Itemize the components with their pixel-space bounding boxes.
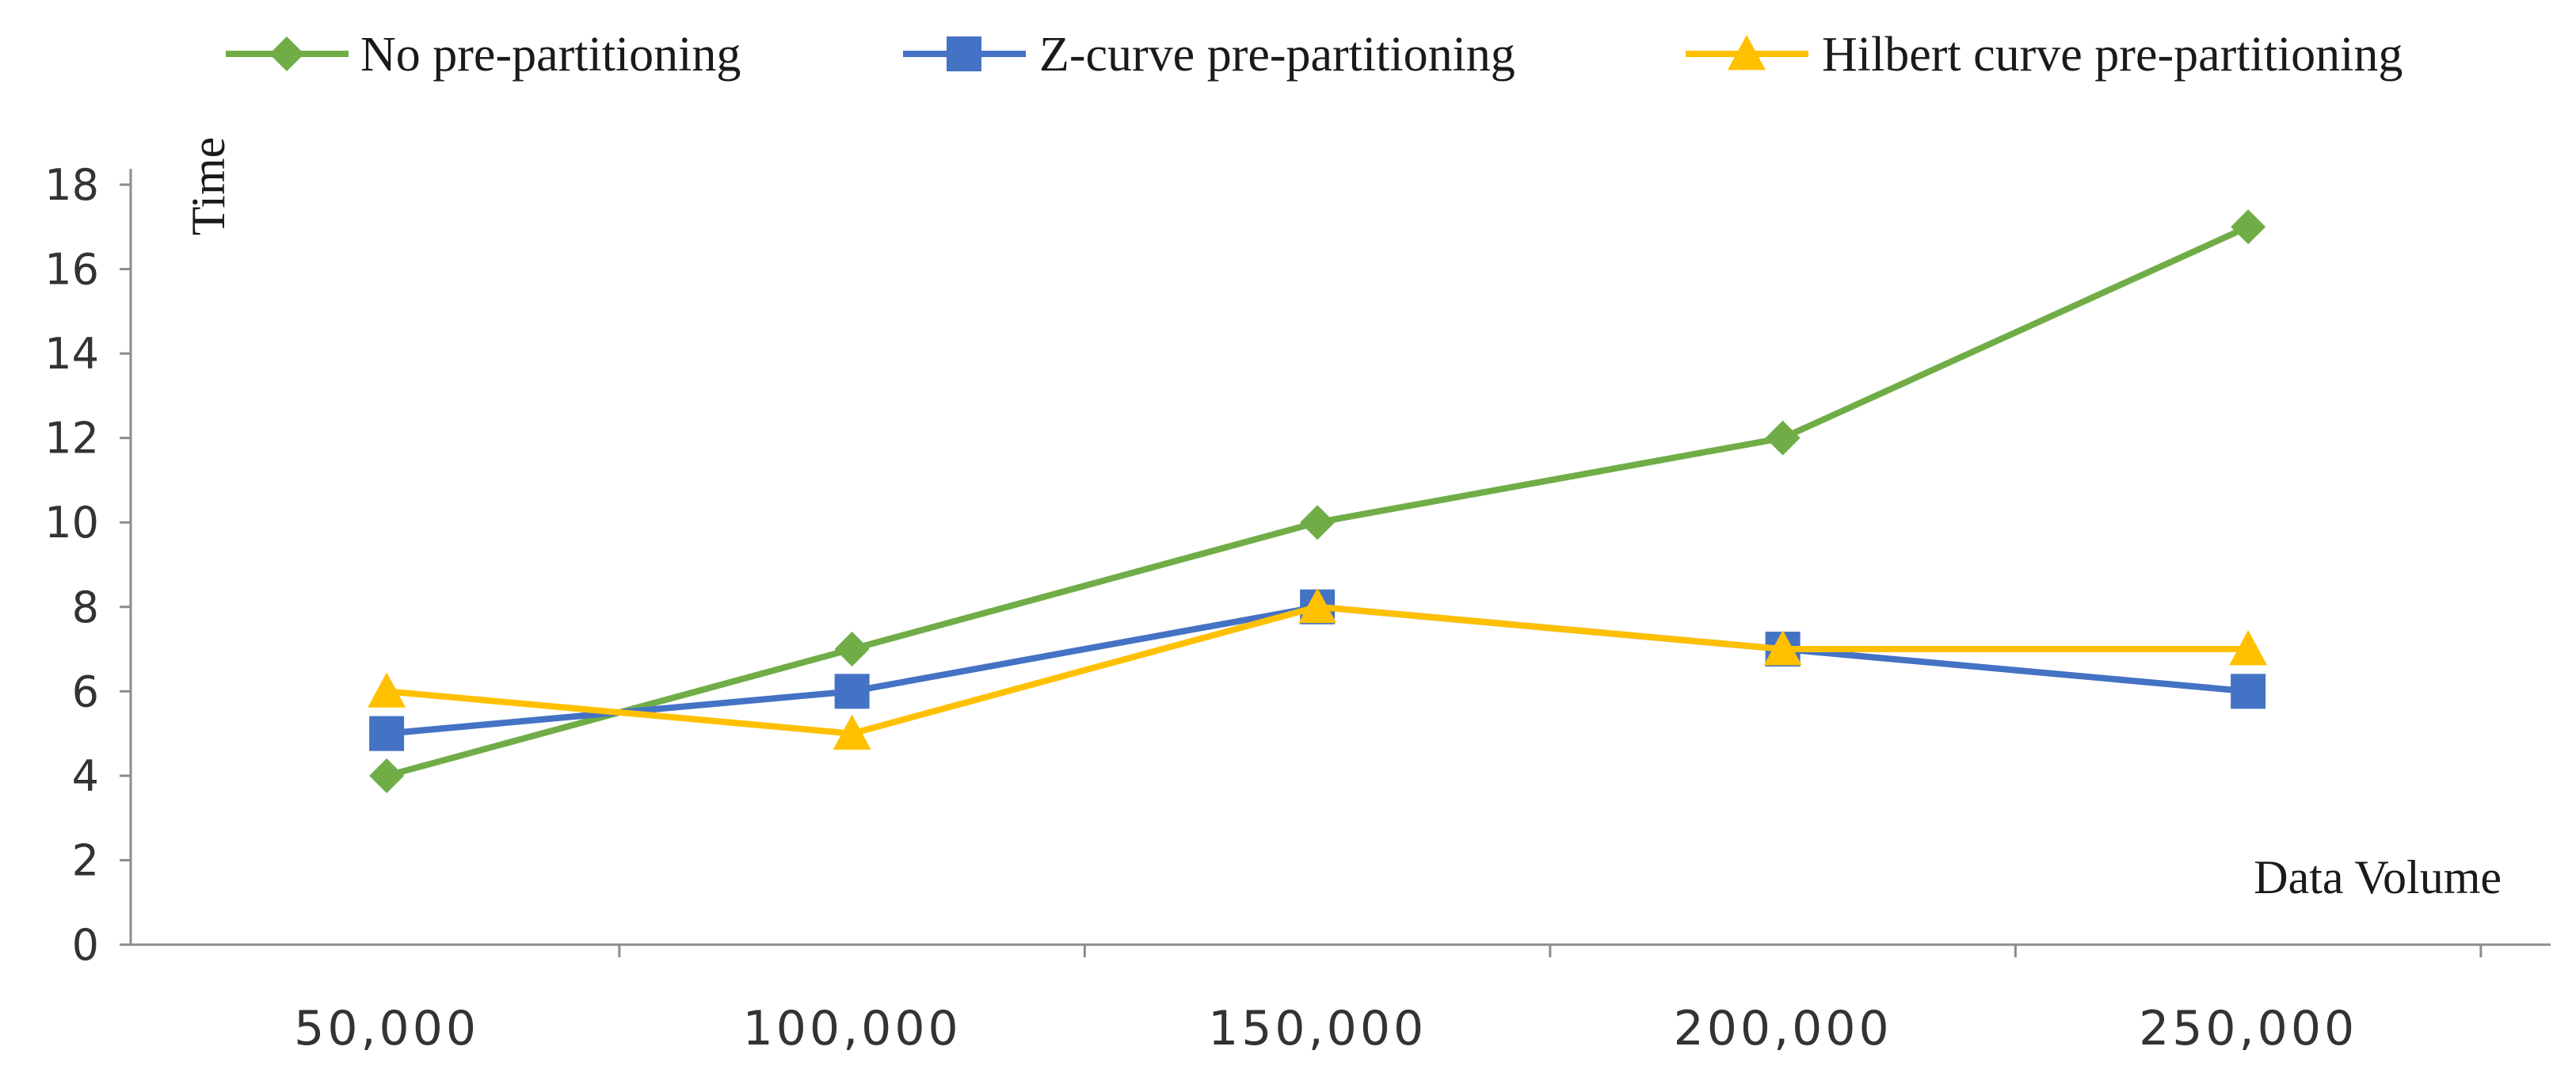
series-0	[369, 209, 2266, 793]
legend-item: No pre-partitioning	[226, 28, 741, 82]
y-tick-label: 8	[72, 582, 99, 632]
y-tick-label: 10	[44, 498, 99, 548]
y-tick-label: 6	[72, 666, 99, 716]
y-tick-label: 14	[44, 329, 99, 379]
data-point	[834, 674, 870, 709]
data-point	[1765, 420, 1801, 456]
data-point	[833, 714, 871, 750]
x-axis-title: Data Volume	[2254, 851, 2502, 903]
y-tick-label: 0	[72, 920, 99, 970]
series-layer	[368, 209, 2268, 793]
data-point	[2231, 209, 2266, 245]
y-tick-label: 4	[72, 751, 99, 801]
legend-label: No pre-partitioning	[360, 28, 741, 82]
y-tick-label: 18	[44, 160, 99, 210]
x-tick-label: 200,000	[1674, 1001, 1892, 1056]
series-2	[368, 587, 2268, 750]
legend-label: Z-curve pre-partitioning	[1039, 28, 1515, 82]
data-point	[369, 716, 405, 751]
legend-marker	[947, 36, 981, 71]
data-point	[368, 672, 406, 708]
data-point	[1298, 587, 1337, 624]
legend-marker	[1728, 35, 1766, 71]
legend: No pre-partitioning Z-curve pre-partition…	[226, 28, 2403, 82]
y-tick-label: 16	[44, 245, 99, 295]
x-tick-label: 50,000	[294, 1001, 479, 1056]
data-point	[2229, 630, 2268, 666]
data-point	[369, 758, 405, 793]
legend-item: Hilbert curve pre-partitioning	[1686, 28, 2403, 82]
series-line	[386, 603, 2249, 737]
y-tick-label: 2	[72, 835, 99, 885]
series-line	[386, 223, 2250, 779]
legend-item: Z-curve pre-partitioning	[903, 28, 1515, 82]
data-point	[834, 632, 870, 667]
y-axis-title: Time	[182, 137, 234, 236]
data-point	[2231, 674, 2266, 709]
data-point	[1763, 630, 1802, 666]
x-tick-label: 100,000	[743, 1001, 962, 1056]
x-tick-label: 150,000	[1208, 1001, 1427, 1056]
y-tick-label: 12	[44, 414, 99, 464]
data-point	[1300, 505, 1336, 540]
x-tick-label: 250,000	[2139, 1001, 2357, 1056]
axes: 0 2 4 6 8 10 12 14 16 18 50,000 100,000 150,000 200,0…	[44, 160, 2551, 1056]
legend-label: Hilbert curve pre-partitioning	[1822, 28, 2403, 82]
legend-marker	[269, 36, 304, 71]
